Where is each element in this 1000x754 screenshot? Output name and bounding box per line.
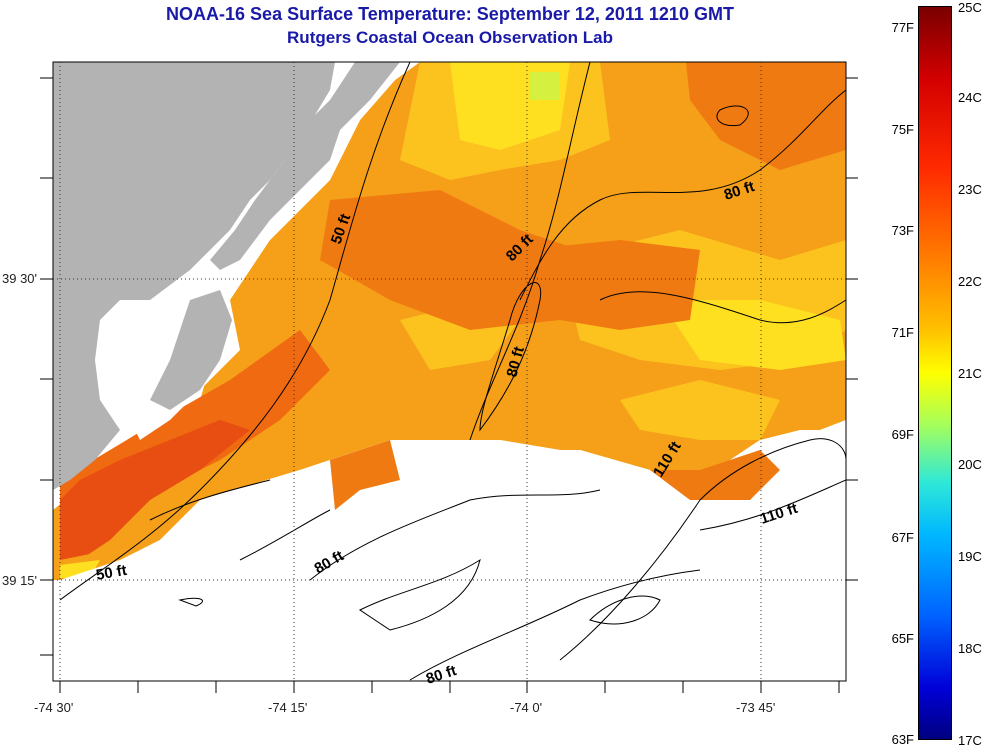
temperature-colorbar: [918, 6, 952, 740]
colorbar-c-label: 23C: [958, 182, 982, 197]
land: [53, 62, 400, 490]
colorbar-f-label: 63F: [891, 732, 914, 747]
colorbar-f-label: 71F: [891, 325, 914, 340]
chart-subtitle: Rutgers Coastal Ocean Observation Lab: [287, 28, 613, 47]
lat-label: 39 30': [2, 271, 38, 286]
graticule: [53, 62, 846, 681]
colorbar-f-label: 65F: [891, 631, 914, 646]
colorbar-c-label: 19C: [958, 549, 982, 564]
colorbar-c-label: 17C: [958, 733, 982, 748]
colorbar-c-label: 22C: [958, 274, 982, 289]
lon-label: -73 45': [736, 700, 776, 715]
colorbar-f-label: 69F: [891, 427, 914, 442]
lat-label: 39 15': [2, 573, 38, 588]
sst-field-south-patches: [330, 440, 780, 510]
colorbar-c-label: 18C: [958, 641, 982, 656]
map-layers: [53, 62, 846, 681]
colorbar-f-label: 67F: [891, 530, 914, 545]
colorbar-f-label: 73F: [891, 223, 914, 238]
colorbar-c-label: 21C: [958, 366, 982, 381]
lon-label: -74 15': [268, 700, 308, 715]
sst-field: [53, 62, 846, 580]
bathymetry-contours: [59, 62, 846, 681]
colorbar-c-label: 25C: [958, 0, 982, 15]
chart-title: NOAA-16 Sea Surface Temperature: Septemb…: [166, 4, 734, 24]
axis-ticks: [40, 77, 858, 693]
colorbar-c-label: 20C: [958, 457, 982, 472]
lon-label: -74 30': [34, 700, 74, 715]
colorbar-f-label: 77F: [891, 20, 914, 35]
lon-label: -74 0': [510, 700, 543, 715]
colorbar-c-label: 24C: [958, 90, 982, 105]
colorbar-f-label: 75F: [891, 122, 914, 137]
contour-label: 50 ft: [95, 562, 128, 584]
